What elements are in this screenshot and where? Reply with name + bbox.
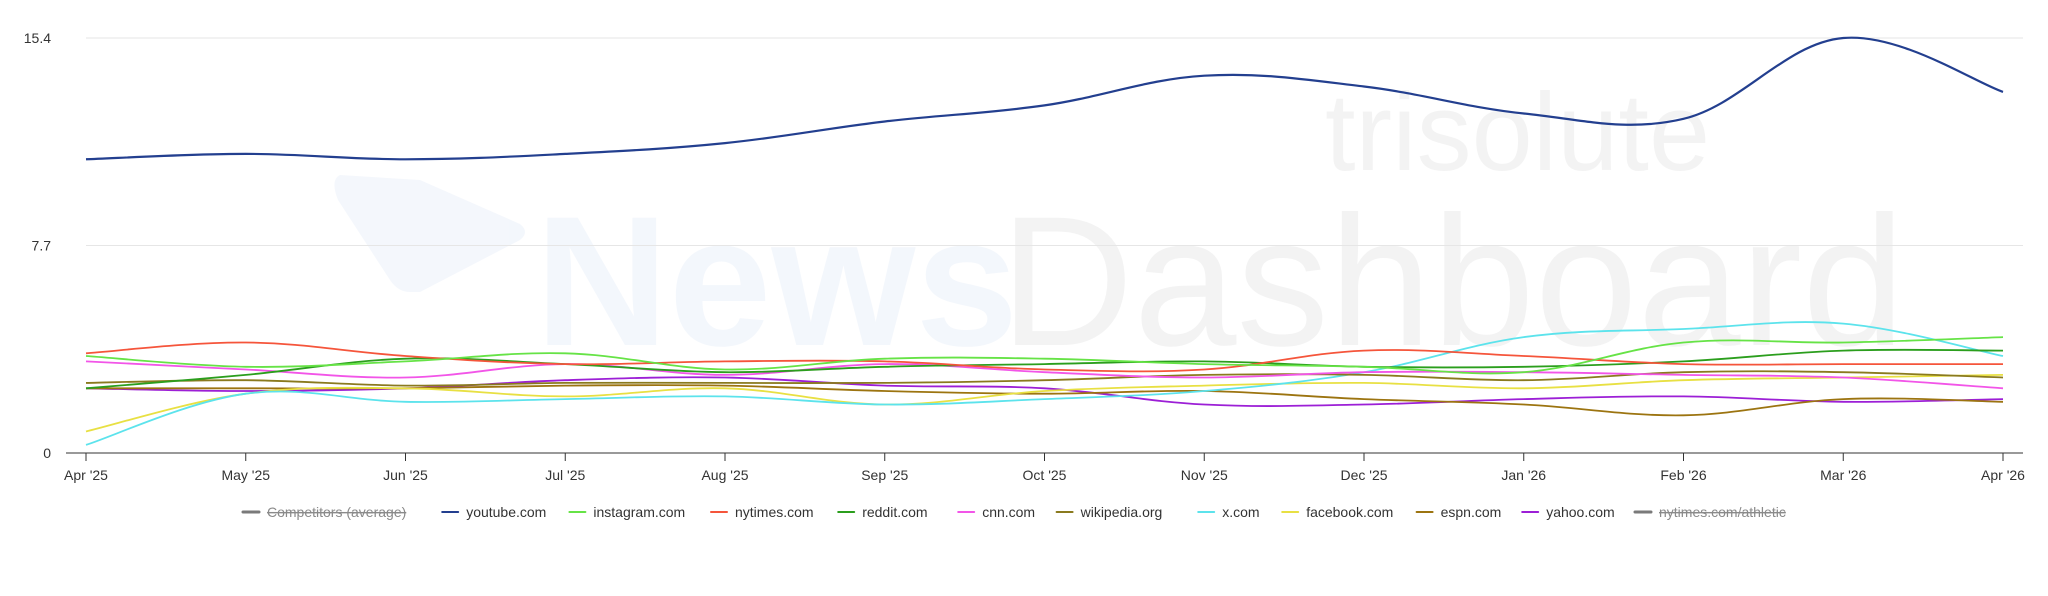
legend-item-espn-com[interactable]: espn.com [1415, 504, 1502, 520]
legend-label: cnn.com [982, 504, 1035, 520]
legend: Competitors (average) youtube.com instagra… [241, 504, 1786, 520]
series-line-facebook-com[interactable] [85, 374, 2004, 433]
legend-label: facebook.com [1306, 504, 1393, 520]
watermark-product-part2: Dashboard [1000, 179, 1905, 385]
x-tick-label: Dec '25 [1340, 467, 1387, 483]
watermark-product-part1: News [535, 179, 1018, 385]
legend-label: nytimes.com [735, 504, 814, 520]
x-tick-label: May '25 [221, 467, 270, 483]
legend-item-reddit-com[interactable]: reddit.com [837, 504, 928, 520]
x-tick-label: Apr '26 [1981, 467, 2025, 483]
y-tick-label: 0 [43, 445, 51, 461]
series-line-youtube-com[interactable] [85, 36, 2004, 161]
x-tick-label: Jun '25 [383, 467, 428, 483]
legend-item-instagram-com[interactable]: instagram.com [568, 504, 685, 520]
series-lines [85, 36, 2004, 446]
watermark: News Dashboard trisolute [334, 71, 1905, 385]
legend-item-nytimes-com-athletic[interactable]: nytimes.com/athletic [1633, 504, 1786, 520]
series-line-wikipedia-org[interactable] [85, 370, 2004, 387]
legend-label: Competitors (average) [267, 504, 406, 520]
x-tick-label: Jan '26 [1501, 467, 1546, 483]
legend-item-wikipedia-org[interactable]: wikipedia.org [1055, 504, 1163, 520]
x-tick-label: Aug '25 [701, 467, 748, 483]
x-tick-label: Nov '25 [1181, 467, 1228, 483]
series-line-instagram-com[interactable] [85, 336, 2004, 375]
legend-label: wikipedia.org [1080, 504, 1163, 520]
watermark-brand: trisolute [1325, 71, 1710, 194]
grid [86, 37, 2023, 246]
x-tick-label: Sep '25 [861, 467, 908, 483]
legend-item-cnn-com[interactable]: cnn.com [957, 504, 1035, 520]
legend-label: nytimes.com/athletic [1659, 504, 1786, 520]
legend-label: x.com [1222, 504, 1259, 520]
y-tick-label: 7.7 [32, 238, 52, 254]
series-line-x-com[interactable] [85, 321, 2004, 446]
legend-label: instagram.com [593, 504, 685, 520]
legend-item-competitors-average-[interactable]: Competitors (average) [241, 504, 406, 520]
series-line-reddit-com[interactable] [85, 348, 2004, 390]
x-tick-label: Mar '26 [1820, 467, 1866, 483]
x-tick-label: Apr '25 [64, 467, 108, 483]
legend-item-yahoo-com[interactable]: yahoo.com [1521, 504, 1615, 520]
legend-item-youtube-com[interactable]: youtube.com [441, 504, 546, 520]
watermark-logo-icon [334, 175, 525, 292]
y-tick-label: 15.4 [24, 30, 51, 46]
series-line-cnn-com[interactable] [85, 360, 2004, 390]
x-tick-label: Feb '26 [1660, 467, 1706, 483]
axes: 0 7.7 15.4 Apr '25 May '25 Jun '25 Jul '25 Aug … [24, 30, 2025, 483]
legend-label: youtube.com [466, 504, 546, 520]
series-line-nytimes-com[interactable] [85, 341, 2003, 373]
legend-label: yahoo.com [1546, 504, 1614, 520]
legend-label: reddit.com [862, 504, 927, 520]
x-tick-label: Jul '25 [545, 467, 585, 483]
legend-item-facebook-com[interactable]: facebook.com [1281, 504, 1393, 520]
legend-item-x-com[interactable]: x.com [1197, 504, 1260, 520]
legend-item-nytimes-com[interactable]: nytimes.com [710, 504, 814, 520]
x-tick-label: Oct '25 [1023, 467, 1067, 483]
legend-label: espn.com [1441, 504, 1502, 520]
